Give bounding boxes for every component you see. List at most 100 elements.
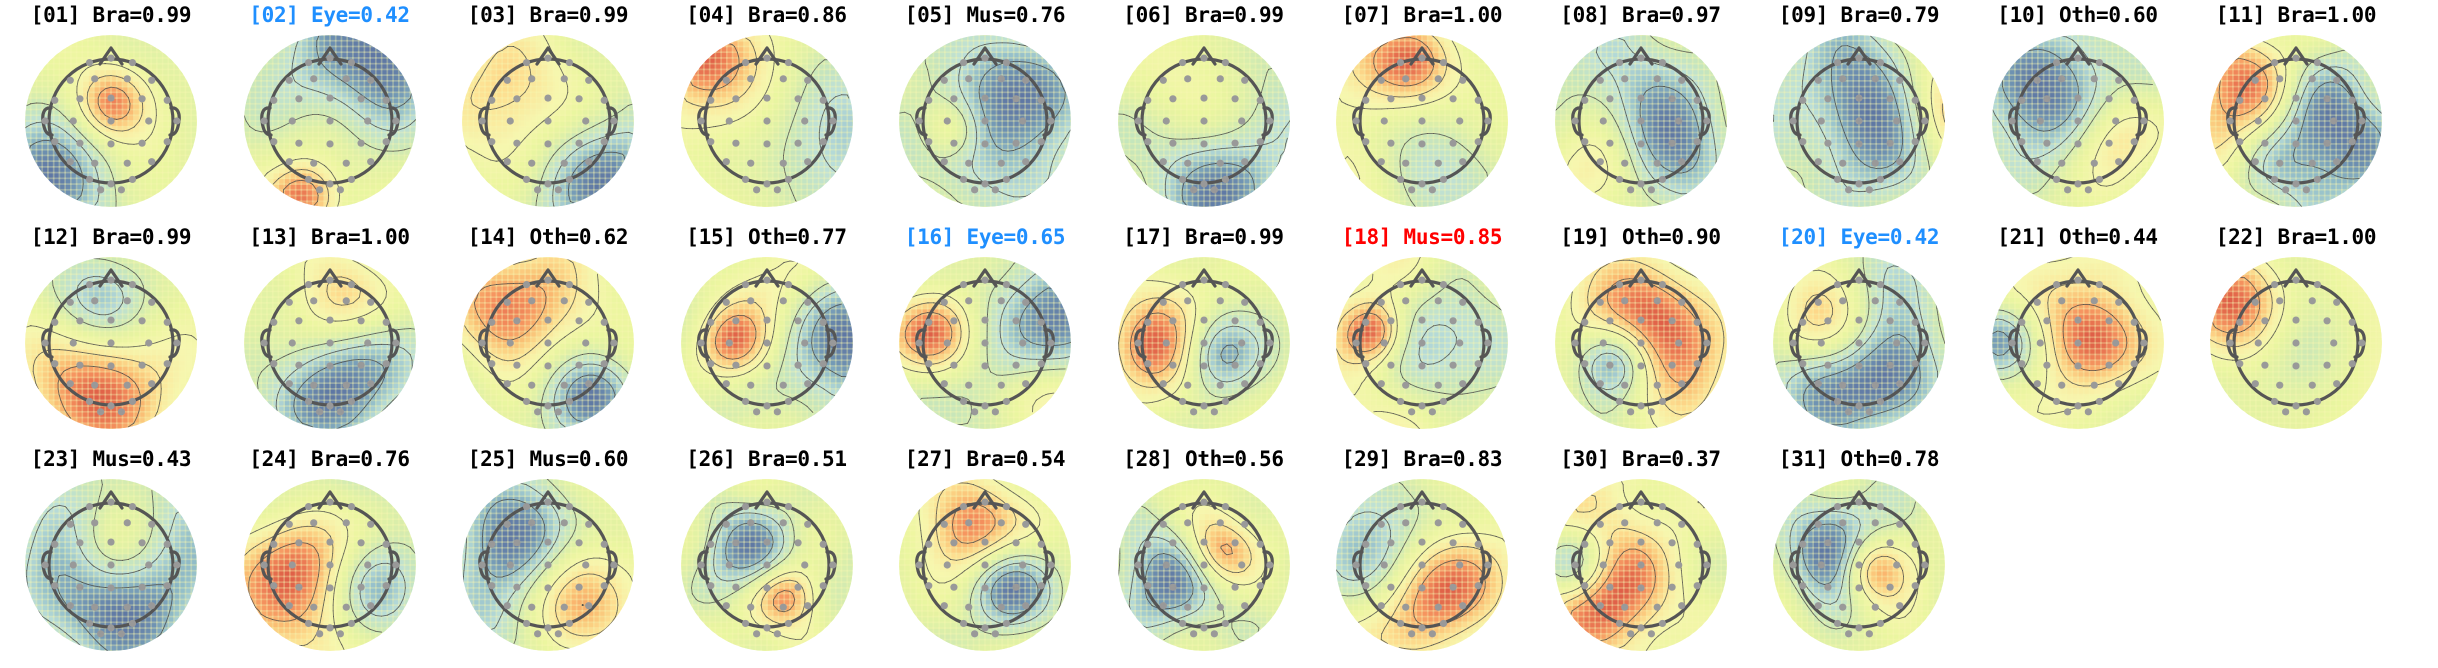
component-label: [22] Bra=1.00: [2187, 224, 2405, 250]
scalp-topomap: [1978, 248, 2178, 438]
ica-component-08[interactable]: [08] Bra=0.97: [1532, 2, 1750, 224]
component-label: [24] Bra=0.76: [221, 446, 439, 472]
topomap-svg: [667, 248, 867, 438]
topomap-svg: [885, 248, 1085, 438]
ica-component-18[interactable]: [18] Mus=0.85: [1313, 224, 1531, 446]
scalp-topomap: [1541, 248, 1741, 438]
scalp-topomap: [448, 470, 648, 660]
component-label: [10] Oth=0.60: [1969, 2, 2187, 28]
ica-component-21[interactable]: [21] Oth=0.44: [1969, 224, 2187, 446]
component-label: [01] Bra=0.99: [2, 2, 220, 28]
scalp-topomap: [1759, 26, 1959, 216]
topomap-svg: [1978, 26, 2178, 216]
scalp-topomap: [2196, 248, 2396, 438]
ica-component-12[interactable]: [12] Bra=0.99: [2, 224, 220, 446]
scalp-topomap: [667, 26, 867, 216]
component-label: [06] Bra=0.99: [1095, 2, 1313, 28]
ica-component-24[interactable]: [24] Bra=0.76: [221, 446, 439, 668]
scalp-topomap: [1978, 26, 2178, 216]
topomap-svg: [230, 26, 430, 216]
ica-component-11[interactable]: [11] Bra=1.00: [2187, 2, 2405, 224]
ica-component-26[interactable]: [26] Bra=0.51: [658, 446, 876, 668]
ica-component-22[interactable]: [22] Bra=1.00: [2187, 224, 2405, 446]
topomap-svg: [1104, 248, 1304, 438]
component-label: [23] Mus=0.43: [2, 446, 220, 472]
ica-component-29[interactable]: [29] Bra=0.83: [1313, 446, 1531, 668]
topomap-svg: [1104, 470, 1304, 660]
scalp-topomap: [11, 248, 211, 438]
component-label: [02] Eye=0.42: [221, 2, 439, 28]
topomap-svg: [1978, 248, 2178, 438]
ica-component-20[interactable]: [20] Eye=0.42: [1750, 224, 1968, 446]
component-label: [04] Bra=0.86: [658, 2, 876, 28]
scalp-topomap: [11, 470, 211, 660]
ica-component-28[interactable]: [28] Oth=0.56: [1095, 446, 1313, 668]
component-label: [09] Bra=0.79: [1750, 2, 1968, 28]
scalp-topomap: [11, 26, 211, 216]
topomap-svg: [11, 470, 211, 660]
topomap-svg: [1104, 26, 1304, 216]
topomap-svg: [1759, 470, 1959, 660]
ica-component-09[interactable]: [09] Bra=0.79: [1750, 2, 1968, 224]
component-label: [13] Bra=1.00: [221, 224, 439, 250]
component-label: [31] Oth=0.78: [1750, 446, 1968, 472]
topomap-svg: [1541, 26, 1741, 216]
scalp-topomap: [1759, 248, 1959, 438]
scalp-topomap: [230, 248, 430, 438]
ica-component-16[interactable]: [16] Eye=0.65: [876, 224, 1094, 446]
component-label: [12] Bra=0.99: [2, 224, 220, 250]
component-label: [21] Oth=0.44: [1969, 224, 2187, 250]
topomap-svg: [1322, 470, 1522, 660]
ica-component-02[interactable]: [02] Eye=0.42: [221, 2, 439, 224]
topomap-svg: [448, 248, 648, 438]
scalp-topomap: [667, 470, 867, 660]
ica-component-07[interactable]: [07] Bra=1.00: [1313, 2, 1531, 224]
ica-component-15[interactable]: [15] Oth=0.77: [658, 224, 876, 446]
component-label: [15] Oth=0.77: [658, 224, 876, 250]
scalp-topomap: [1104, 26, 1304, 216]
ica-component-27[interactable]: [27] Bra=0.54: [876, 446, 1094, 668]
ica-component-06[interactable]: [06] Bra=0.99: [1095, 2, 1313, 224]
scalp-topomap: [1104, 248, 1304, 438]
scalp-topomap: [1322, 26, 1522, 216]
scalp-topomap: [885, 26, 1085, 216]
ica-component-17[interactable]: [17] Bra=0.99: [1095, 224, 1313, 446]
ica-component-04[interactable]: [04] Bra=0.86: [658, 2, 876, 224]
scalp-topomap: [1322, 470, 1522, 660]
ica-component-25[interactable]: [25] Mus=0.60: [439, 446, 657, 668]
ica-component-01[interactable]: [01] Bra=0.99: [2, 2, 220, 224]
topomap-svg: [885, 470, 1085, 660]
component-label: [16] Eye=0.65: [876, 224, 1094, 250]
topomap-svg: [2196, 248, 2396, 438]
component-label: [08] Bra=0.97: [1532, 2, 1750, 28]
component-label: [17] Bra=0.99: [1095, 224, 1313, 250]
component-label: [25] Mus=0.60: [439, 446, 657, 472]
component-label: [20] Eye=0.42: [1750, 224, 1968, 250]
ica-component-13[interactable]: [13] Bra=1.00: [221, 224, 439, 446]
topomap-svg: [11, 26, 211, 216]
scalp-topomap: [667, 248, 867, 438]
scalp-topomap: [1322, 248, 1522, 438]
scalp-topomap: [1541, 470, 1741, 660]
topomap-svg: [1759, 26, 1959, 216]
scalp-topomap: [230, 470, 430, 660]
ica-component-31[interactable]: [31] Oth=0.78: [1750, 446, 1968, 668]
ica-component-03[interactable]: [03] Bra=0.99: [439, 2, 657, 224]
component-label: [28] Oth=0.56: [1095, 446, 1313, 472]
component-label: [03] Bra=0.99: [439, 2, 657, 28]
component-label: [26] Bra=0.51: [658, 446, 876, 472]
ica-component-19[interactable]: [19] Oth=0.90: [1532, 224, 1750, 446]
topomap-svg: [1541, 470, 1741, 660]
ica-component-14[interactable]: [14] Oth=0.62: [439, 224, 657, 446]
component-label: [19] Oth=0.90: [1532, 224, 1750, 250]
topomap-svg: [448, 470, 648, 660]
ica-component-23[interactable]: [23] Mus=0.43: [2, 446, 220, 668]
topomap-svg: [1322, 248, 1522, 438]
scalp-topomap: [448, 248, 648, 438]
scalp-topomap: [885, 470, 1085, 660]
ica-component-05[interactable]: [05] Mus=0.76: [876, 2, 1094, 224]
ica-component-10[interactable]: [10] Oth=0.60: [1969, 2, 2187, 224]
ica-component-30[interactable]: [30] Bra=0.37: [1532, 446, 1750, 668]
topomap-svg: [885, 26, 1085, 216]
